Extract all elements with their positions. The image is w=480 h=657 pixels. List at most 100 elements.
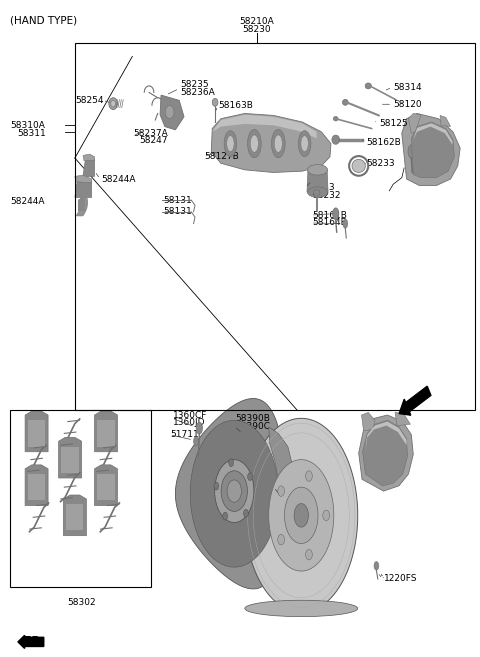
Ellipse shape — [365, 83, 372, 89]
Polygon shape — [190, 420, 278, 567]
Ellipse shape — [306, 549, 312, 560]
Ellipse shape — [332, 135, 339, 145]
Ellipse shape — [306, 471, 312, 482]
Text: 58237A: 58237A — [134, 129, 168, 137]
Ellipse shape — [223, 512, 228, 520]
Polygon shape — [28, 474, 45, 500]
Text: 58162B: 58162B — [366, 138, 401, 147]
Text: 58302: 58302 — [67, 598, 96, 607]
Ellipse shape — [228, 459, 233, 466]
Ellipse shape — [278, 486, 285, 496]
Polygon shape — [402, 114, 460, 185]
Ellipse shape — [408, 145, 415, 158]
Ellipse shape — [298, 131, 311, 156]
Polygon shape — [269, 427, 293, 502]
Polygon shape — [75, 175, 92, 183]
Text: 1360CF: 1360CF — [173, 411, 207, 420]
Ellipse shape — [308, 187, 327, 197]
Text: 58232: 58232 — [312, 191, 340, 200]
Bar — [10, 411, 152, 587]
Polygon shape — [61, 447, 79, 473]
Ellipse shape — [342, 99, 348, 105]
Text: 58314: 58314 — [393, 83, 422, 92]
Ellipse shape — [271, 129, 285, 158]
Polygon shape — [365, 422, 407, 453]
Polygon shape — [95, 465, 118, 505]
Ellipse shape — [196, 422, 203, 434]
Text: 58120: 58120 — [393, 100, 422, 109]
Ellipse shape — [333, 116, 338, 121]
Polygon shape — [75, 180, 92, 197]
Ellipse shape — [214, 482, 219, 490]
Text: 58235: 58235 — [180, 80, 209, 89]
Polygon shape — [269, 460, 334, 571]
Ellipse shape — [193, 437, 198, 446]
Ellipse shape — [274, 135, 282, 152]
Text: 58164E: 58164E — [412, 146, 446, 154]
Ellipse shape — [278, 534, 285, 545]
Polygon shape — [285, 487, 318, 543]
Text: 58390B: 58390B — [235, 414, 270, 423]
Polygon shape — [97, 420, 115, 447]
Polygon shape — [294, 503, 309, 527]
Text: 58131: 58131 — [163, 196, 192, 205]
Text: 58244A: 58244A — [10, 198, 45, 206]
Ellipse shape — [352, 160, 365, 173]
Text: 58164E: 58164E — [312, 218, 346, 227]
Text: (HAND TYPE): (HAND TYPE) — [10, 15, 77, 25]
Polygon shape — [408, 114, 421, 133]
Polygon shape — [97, 474, 115, 500]
Polygon shape — [95, 411, 118, 452]
Bar — [75, 43, 475, 411]
Ellipse shape — [224, 131, 237, 156]
Text: 58127B: 58127B — [204, 152, 240, 161]
FancyArrow shape — [18, 635, 44, 648]
Polygon shape — [78, 197, 84, 210]
Ellipse shape — [215, 460, 254, 522]
Ellipse shape — [111, 101, 116, 107]
Text: 51711: 51711 — [170, 430, 199, 440]
Polygon shape — [63, 495, 86, 535]
Ellipse shape — [243, 509, 248, 517]
Ellipse shape — [323, 510, 329, 520]
Ellipse shape — [374, 562, 379, 570]
Polygon shape — [361, 413, 375, 431]
Polygon shape — [440, 116, 451, 127]
Text: 58411D: 58411D — [283, 493, 319, 502]
Ellipse shape — [251, 135, 258, 152]
Polygon shape — [66, 504, 84, 530]
Polygon shape — [413, 124, 453, 145]
Polygon shape — [211, 114, 331, 173]
Ellipse shape — [221, 471, 247, 511]
Text: 58244A: 58244A — [101, 175, 136, 183]
Ellipse shape — [109, 98, 118, 110]
Text: 58390C: 58390C — [235, 422, 270, 431]
Polygon shape — [83, 160, 95, 176]
Ellipse shape — [308, 165, 327, 175]
Polygon shape — [411, 122, 455, 177]
Polygon shape — [25, 465, 48, 505]
Ellipse shape — [301, 136, 308, 152]
Ellipse shape — [212, 99, 218, 106]
Polygon shape — [175, 399, 286, 589]
Polygon shape — [25, 411, 48, 452]
Polygon shape — [212, 115, 317, 139]
Text: 58233: 58233 — [366, 159, 395, 168]
Text: 58236A: 58236A — [180, 88, 215, 97]
Ellipse shape — [248, 473, 252, 481]
Polygon shape — [245, 419, 358, 612]
Polygon shape — [307, 170, 328, 192]
Text: 58310A: 58310A — [10, 121, 45, 130]
Polygon shape — [359, 415, 413, 491]
Polygon shape — [160, 95, 184, 130]
Text: 1360JD: 1360JD — [173, 418, 205, 427]
Text: 58247: 58247 — [140, 136, 168, 145]
Polygon shape — [362, 420, 408, 486]
Ellipse shape — [343, 219, 348, 228]
Polygon shape — [395, 413, 410, 426]
Text: 58213: 58213 — [306, 183, 335, 192]
Ellipse shape — [248, 129, 261, 158]
Polygon shape — [28, 420, 45, 447]
Ellipse shape — [313, 189, 320, 196]
Text: 58254: 58254 — [75, 96, 104, 105]
